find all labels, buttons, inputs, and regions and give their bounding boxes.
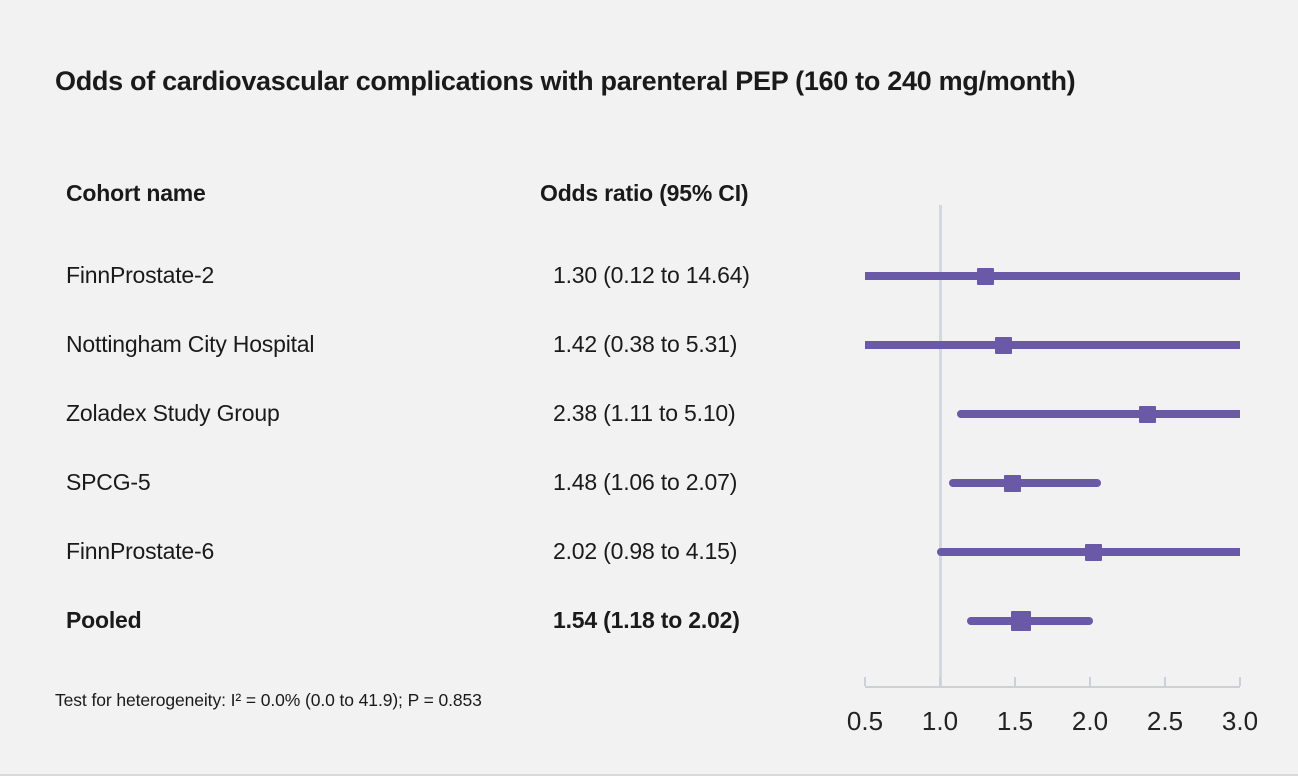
ci-line — [949, 479, 1101, 487]
x-tick-mark — [1239, 677, 1241, 686]
x-tick-mark — [1089, 677, 1091, 686]
estimate-marker — [1011, 611, 1031, 631]
estimate-marker — [1138, 405, 1156, 423]
ci-line — [865, 341, 1240, 349]
cohort-label: SPCG-5 — [66, 469, 151, 495]
cohort-label: Pooled — [66, 607, 142, 633]
x-tick-label: 2.5 — [1146, 706, 1184, 736]
column-header-odds-ratio: Odds ratio (95% CI) — [540, 180, 749, 206]
x-tick-mark — [1164, 677, 1166, 686]
cohort-label: FinnProstate-6 — [66, 538, 215, 564]
odds-ratio-value: 1.42 (0.38 to 5.31) — [553, 331, 738, 357]
x-tick-mark — [864, 677, 866, 686]
x-tick-mark — [939, 677, 941, 686]
page-title: Odds of cardiovascular complications wit… — [55, 66, 1076, 96]
odds-ratio-value: 1.48 (1.06 to 2.07) — [553, 469, 738, 495]
estimate-marker — [1084, 543, 1102, 561]
cohort-label: FinnProstate-2 — [66, 262, 215, 288]
odds-ratio-value: 2.38 (1.11 to 5.10) — [553, 400, 736, 426]
x-tick-label: 1.5 — [996, 706, 1034, 736]
column-header-cohort: Cohort name — [66, 180, 206, 206]
x-tick-mark — [1014, 677, 1016, 686]
cohort-label: Zoladex Study Group — [66, 400, 280, 426]
x-axis-line — [865, 686, 1240, 688]
ci-line — [865, 272, 1240, 280]
x-tick-label: 1.0 — [921, 706, 959, 736]
heterogeneity-footnote: Test for heterogeneity: I² = 0.0% (0.0 t… — [55, 690, 482, 710]
x-tick-label: 0.5 — [846, 706, 884, 736]
estimate-marker — [976, 267, 994, 285]
estimate-marker — [1003, 474, 1021, 492]
odds-ratio-value: 1.54 (1.18 to 2.02) — [553, 607, 740, 633]
x-tick-label: 2.0 — [1071, 706, 1109, 736]
ci-line — [956, 410, 1240, 418]
odds-ratio-value: 1.30 (0.12 to 14.64) — [553, 262, 750, 288]
estimate-marker — [994, 336, 1012, 354]
reference-line — [938, 205, 942, 688]
x-tick-label: 3.0 — [1221, 706, 1259, 736]
cohort-label: Nottingham City Hospital — [66, 331, 315, 357]
odds-ratio-value: 2.02 (0.98 to 4.15) — [553, 538, 738, 564]
